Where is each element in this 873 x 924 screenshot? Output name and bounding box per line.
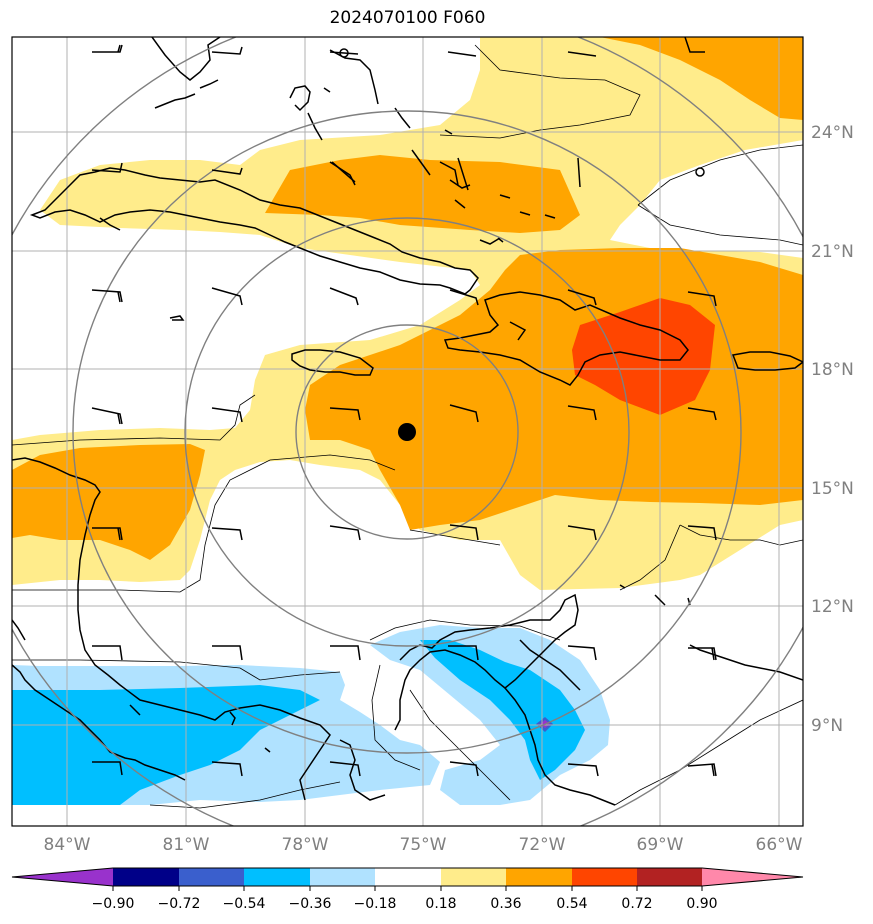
colorbar-label-7: 0.54 [556, 896, 587, 912]
colorbar-segment-8 [572, 868, 637, 886]
colorbar: −0.90 −0.72 −0.54 −0.36 −0.18 0.18 0.36 … [11, 867, 804, 912]
lat-label-15: 15°N [811, 479, 854, 499]
lat-label-9: 9°N [811, 716, 843, 736]
wind-barbs [91, 37, 717, 777]
coastlines [12, 37, 803, 806]
storm-center-marker [398, 423, 416, 441]
colorbar-segment-10 [702, 868, 803, 886]
lat-label-18: 18°N [811, 360, 854, 380]
lat-label-12: 12°N [811, 597, 854, 617]
lat-label-21: 21°N [811, 242, 854, 262]
colorbar-segment-9 [637, 868, 702, 886]
colorbar-ticks [112, 886, 703, 891]
lon-label-84: 84°W [44, 835, 91, 855]
lon-label-69: 69°W [637, 835, 684, 855]
graticule [12, 37, 803, 826]
colorbar-label-8: 0.72 [621, 896, 652, 912]
colorbar-label-1: −0.72 [158, 896, 201, 912]
lon-label-78: 78°W [282, 835, 329, 855]
colorbar-segment-6 [441, 868, 506, 886]
colorbar-label-6: 0.36 [490, 896, 521, 912]
lon-label-81: 81°W [163, 835, 210, 855]
lon-label-75: 75°W [400, 835, 447, 855]
contour-lines [12, 44, 803, 809]
colorbar-label-4: −0.18 [354, 896, 397, 912]
colorbar-segment-3 [244, 868, 310, 886]
map-plot-area [12, 37, 803, 826]
colorbar-segment-0 [12, 868, 113, 886]
colorbar-label-5: 0.18 [425, 896, 456, 912]
colorbar-segment-1 [113, 868, 179, 886]
colorbar-segment-2 [179, 868, 244, 886]
colorbar-label-0: −0.90 [92, 896, 135, 912]
lat-label-24: 24°N [811, 123, 854, 143]
contour-fill-sky-blue [12, 640, 585, 805]
map-frame [11, 36, 804, 827]
lon-label-72: 72°W [519, 835, 566, 855]
colorbar-label-3: −0.36 [289, 896, 332, 912]
latitude-labels: 24°N 21°N 18°N 15°N 12°N 9°N [811, 123, 854, 736]
colorbar-segment-7 [506, 868, 572, 886]
lon-label-66: 66°W [756, 835, 803, 855]
colorbar-segment-5 [375, 868, 441, 886]
map-title: 2024070100 F060 [329, 8, 486, 28]
colorbar-segment-4 [310, 868, 375, 886]
longitude-labels: 84°W 81°W 78°W 75°W 72°W 69°W 66°W [44, 835, 803, 855]
colorbar-label-2: −0.54 [223, 896, 266, 912]
range-rings [12, 37, 803, 826]
colorbar-label-9: 0.90 [686, 896, 717, 912]
